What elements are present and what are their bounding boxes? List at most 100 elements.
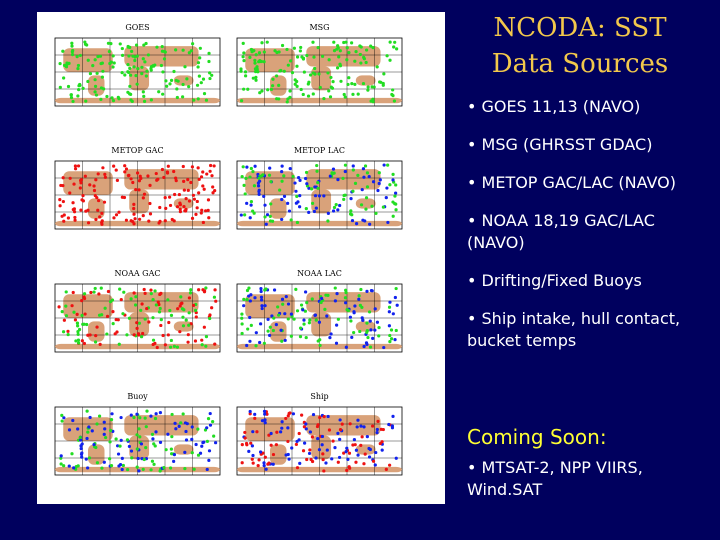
obs-dot	[247, 449, 251, 453]
obs-dot	[308, 318, 312, 322]
obs-dot	[197, 191, 201, 195]
obs-dot	[161, 92, 165, 96]
obs-dot	[168, 203, 173, 208]
obs-dot	[58, 61, 62, 66]
obs-dot	[137, 179, 142, 183]
obs-dot	[269, 431, 273, 436]
obs-dot	[240, 322, 244, 326]
obs-dot	[149, 468, 153, 472]
land	[124, 46, 199, 67]
obs-dot	[304, 170, 309, 175]
obs-dot	[173, 192, 177, 197]
obs-dot	[318, 415, 322, 420]
obs-dot	[138, 435, 142, 439]
obs-dot	[183, 421, 188, 425]
obs-dot	[132, 212, 136, 216]
obs-dot	[374, 450, 378, 455]
obs-dot	[368, 447, 372, 452]
obs-dot	[70, 53, 75, 57]
obs-dot	[365, 342, 369, 347]
obs-dot	[102, 432, 106, 436]
coming-soon: Coming Soon: • MTSAT-2, NPP VIIRS, Wind.…	[467, 425, 712, 501]
obs-dot	[287, 209, 292, 213]
obs-dot	[316, 436, 320, 441]
obs-dot	[313, 185, 317, 189]
obs-dot	[388, 40, 392, 44]
obs-dot	[308, 448, 312, 452]
obs-dot	[139, 308, 143, 312]
obs-dot	[260, 41, 264, 45]
obs-dot	[102, 200, 107, 204]
obs-dot	[95, 461, 100, 465]
obs-dot	[285, 47, 289, 52]
obs-dot	[394, 191, 398, 195]
obs-dot	[108, 440, 112, 444]
obs-dot	[198, 451, 203, 455]
obs-dot	[168, 345, 173, 349]
obs-dot	[331, 167, 336, 171]
obs-dot	[313, 72, 317, 76]
obs-dot	[288, 95, 292, 99]
obs-dot	[110, 298, 115, 302]
obs-dot	[181, 315, 185, 319]
obs-dot	[78, 186, 82, 190]
obs-dot	[169, 78, 174, 82]
obs-dot	[362, 344, 366, 349]
obs-dot	[291, 412, 296, 416]
obs-dot	[262, 50, 266, 54]
obs-dot	[267, 461, 271, 465]
obs-dot	[269, 180, 273, 184]
obs-dot	[76, 67, 80, 71]
obs-dot	[200, 208, 204, 212]
obs-dot	[90, 429, 94, 433]
obs-dot	[95, 325, 99, 329]
obs-dot	[271, 462, 275, 466]
obs-dot	[133, 217, 137, 221]
obs-dot	[356, 453, 360, 457]
obs-dot	[71, 48, 75, 53]
obs-dot	[100, 466, 104, 470]
obs-dot	[388, 300, 392, 304]
obs-dot	[182, 179, 186, 183]
obs-dot	[242, 304, 246, 308]
obs-dot	[369, 44, 373, 48]
obs-dot	[313, 313, 317, 317]
obs-dot	[117, 210, 121, 214]
obs-dot	[155, 345, 159, 350]
obs-dot	[312, 209, 316, 214]
obs-dot	[182, 308, 186, 312]
obs-dot	[161, 70, 165, 74]
obs-dot	[135, 171, 140, 175]
obs-dot	[175, 345, 180, 349]
obs-dot	[317, 448, 322, 452]
obs-dot	[316, 181, 320, 185]
obs-dot	[213, 288, 217, 292]
obs-dot	[158, 219, 162, 223]
obs-dot	[330, 171, 334, 175]
obs-dot	[379, 427, 383, 431]
obs-dot	[126, 70, 130, 74]
obs-dot	[240, 316, 244, 320]
obs-dot	[166, 298, 170, 302]
obs-dot	[253, 164, 257, 168]
obs-dot	[362, 462, 366, 466]
obs-dot	[84, 457, 88, 461]
obs-dot	[205, 439, 209, 443]
obs-dot	[277, 83, 281, 87]
obs-dot	[336, 431, 340, 435]
obs-dot	[394, 183, 398, 187]
obs-dot	[199, 175, 204, 179]
obs-dot	[259, 287, 263, 291]
obs-dot	[177, 424, 181, 428]
obs-dot	[202, 325, 206, 329]
obs-dot	[62, 63, 67, 67]
obs-dot	[100, 61, 104, 65]
obs-dot	[251, 430, 255, 434]
map-label: METOP GAC	[111, 146, 163, 155]
obs-dot	[190, 451, 194, 455]
obs-dot	[346, 457, 350, 461]
obs-dot	[384, 196, 388, 200]
obs-dot	[132, 206, 136, 211]
obs-dot	[98, 342, 102, 346]
obs-dot	[320, 296, 324, 301]
